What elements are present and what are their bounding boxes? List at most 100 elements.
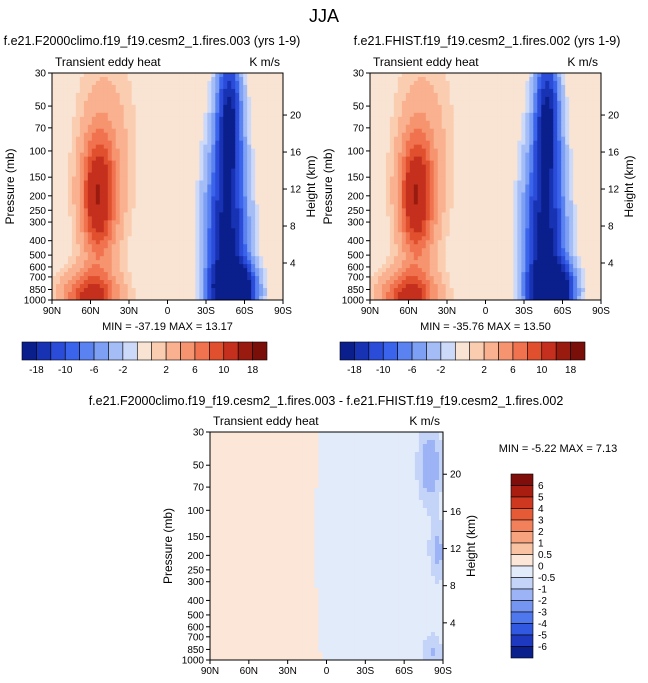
colorbar-swatch bbox=[79, 341, 95, 361]
colorbar-label: 6 bbox=[510, 365, 516, 376]
chart-panel-3: f.e21.F2000climo.f19_f19.cesm2_1.fires.0… bbox=[89, 394, 618, 677]
y-tick-label: 1000 bbox=[24, 296, 47, 307]
colorbar-swatch bbox=[527, 341, 543, 361]
y-tick-label: 400 bbox=[347, 236, 364, 247]
y-tick-label: 30 bbox=[193, 428, 205, 439]
x-tick-label: 60N bbox=[399, 306, 417, 317]
y-right-axis-title: Height (km) bbox=[304, 155, 318, 217]
y-right-tick-label: 20 bbox=[290, 111, 302, 122]
panel-subtitle-right: K m/s bbox=[249, 55, 280, 69]
y-tick-label: 150 bbox=[347, 173, 364, 184]
colorbar-swatch bbox=[510, 542, 534, 555]
y-tick-label: 30 bbox=[353, 69, 365, 80]
colorbar-label: -6 bbox=[90, 365, 99, 376]
colorbar-label: 2 bbox=[538, 527, 544, 538]
colorbar-swatch bbox=[454, 341, 471, 361]
colorbar-label: 6 bbox=[538, 481, 544, 492]
colorbar-swatch bbox=[368, 341, 384, 361]
x-tick-label: 30N bbox=[278, 666, 296, 677]
y-tick-label: 70 bbox=[193, 483, 205, 494]
y-tick-label: 100 bbox=[347, 146, 364, 157]
colorbar-label: 0 bbox=[538, 562, 544, 573]
y-right-tick-label: 8 bbox=[290, 222, 296, 233]
x-tick-label: 0 bbox=[324, 666, 330, 677]
y-tick-label: 600 bbox=[29, 262, 46, 273]
y-axis-title: Pressure (mb) bbox=[321, 148, 335, 224]
colorbar-label: -6 bbox=[538, 642, 547, 653]
y-tick-label: 250 bbox=[29, 206, 46, 217]
y-tick-label: 600 bbox=[347, 262, 364, 273]
chart-panel-2: f.e21.FHIST.f19_f19.cesm2_1.fires.002 (y… bbox=[321, 34, 636, 376]
colorbar-swatch bbox=[510, 623, 534, 636]
colorbar-swatch bbox=[136, 341, 153, 361]
colorbar-swatch bbox=[64, 341, 80, 361]
y-tick-label: 150 bbox=[29, 173, 46, 184]
y-tick-label: 70 bbox=[35, 123, 47, 134]
y-tick-label: 300 bbox=[29, 218, 46, 229]
colorbar-label: -10 bbox=[376, 365, 391, 376]
y-tick-label: 300 bbox=[347, 218, 364, 229]
colorbar-swatch bbox=[21, 341, 37, 361]
y-tick-label: 30 bbox=[35, 69, 47, 80]
colorbar-swatch bbox=[510, 565, 534, 578]
y-right-axis-title: Height (km) bbox=[464, 515, 478, 577]
colorbar-label: 10 bbox=[536, 365, 548, 376]
y-tick-label: 700 bbox=[29, 272, 46, 283]
y-tick-label: 500 bbox=[347, 251, 364, 262]
colorbar-swatch bbox=[108, 341, 124, 361]
y-right-tick-label: 20 bbox=[608, 111, 620, 122]
y-tick-label: 200 bbox=[187, 551, 204, 562]
colorbar-swatch bbox=[541, 341, 557, 361]
y-right-tick-label: 4 bbox=[450, 618, 456, 629]
y-axis-title: Pressure (mb) bbox=[3, 148, 17, 224]
y-tick-label: 200 bbox=[347, 191, 364, 202]
min-max-stats: MIN = -35.76 MAX = 13.50 bbox=[420, 321, 551, 333]
colorbar-swatch bbox=[510, 577, 534, 590]
colorbar-label: 5 bbox=[538, 493, 544, 504]
y-right-tick-label: 12 bbox=[450, 544, 462, 555]
y-tick-label: 100 bbox=[187, 506, 204, 517]
colorbar-label: 2 bbox=[163, 365, 169, 376]
min-max-stats: MIN = -5.22 MAX = 7.13 bbox=[499, 443, 618, 455]
chart-panel-1: f.e21.F2000climo.f19_f19.cesm2_1.fires.0… bbox=[3, 34, 318, 376]
colorbar-swatch bbox=[510, 588, 534, 601]
panel-subtitle-right: K m/s bbox=[567, 55, 598, 69]
colorbar-swatch bbox=[354, 341, 370, 361]
x-tick-label: 60N bbox=[240, 666, 258, 677]
x-tick-label: 30S bbox=[356, 666, 374, 677]
y-right-tick-label: 4 bbox=[608, 259, 614, 270]
colorbar-label: -1 bbox=[538, 585, 547, 596]
colorbar-label: -18 bbox=[29, 365, 44, 376]
x-tick-label: 60S bbox=[236, 306, 254, 317]
x-tick-label: 90S bbox=[434, 666, 452, 677]
y-tick-label: 700 bbox=[347, 272, 364, 283]
colorbar-label: -5 bbox=[538, 631, 547, 642]
colorbar-label: -2 bbox=[538, 596, 547, 607]
min-max-stats: MIN = -37.19 MAX = 13.17 bbox=[102, 321, 233, 333]
y-tick-label: 850 bbox=[347, 285, 364, 296]
colorbar: -18 -10 -6 -2 2 6 10 18 bbox=[21, 341, 268, 376]
colorbar-label: -10 bbox=[58, 365, 73, 376]
y-right-tick-label: 12 bbox=[608, 185, 620, 196]
panel-subtitle-left: Transient eddy heat bbox=[55, 55, 161, 69]
y-tick-label: 50 bbox=[193, 461, 205, 472]
colorbar-swatch bbox=[165, 341, 181, 361]
y-tick-label: 850 bbox=[187, 645, 204, 656]
y-tick-label: 100 bbox=[29, 146, 46, 157]
y-tick-label: 400 bbox=[187, 596, 204, 607]
colorbar-label: -4 bbox=[538, 619, 547, 630]
y-tick-label: 200 bbox=[29, 191, 46, 202]
colorbar-label: 0.5 bbox=[538, 550, 552, 561]
y-tick-label: 500 bbox=[187, 610, 204, 621]
colorbar-swatch bbox=[510, 531, 534, 544]
colorbar-swatch bbox=[510, 473, 534, 486]
colorbar-swatch bbox=[510, 646, 534, 659]
contour-fill bbox=[370, 73, 601, 300]
colorbar-label: 3 bbox=[538, 516, 544, 527]
colorbar-swatch bbox=[510, 485, 534, 498]
colorbar-swatch bbox=[498, 341, 514, 361]
y-right-tick-label: 16 bbox=[608, 148, 620, 159]
colorbar-swatch bbox=[570, 341, 586, 361]
y-right-tick-label: 16 bbox=[290, 148, 302, 159]
